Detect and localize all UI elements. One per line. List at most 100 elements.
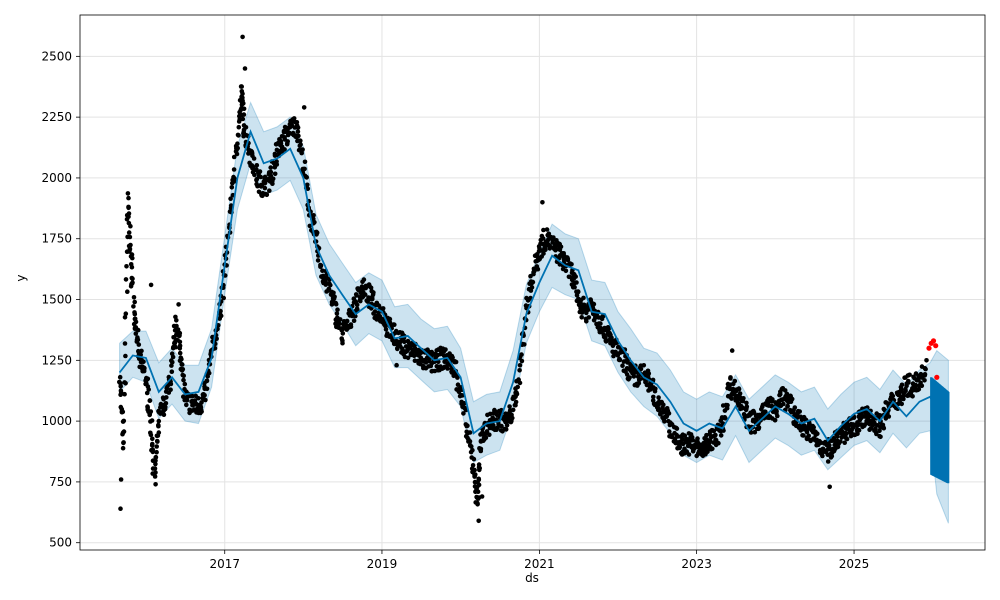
observed-point — [843, 430, 848, 436]
forecast-tail — [930, 377, 950, 484]
ticks: 2017 2019 2021 2023 2025 500 750 1000 1250 1500 17… — [41, 49, 869, 571]
observed-point — [541, 251, 546, 256]
observed-point — [874, 431, 879, 437]
y-tick-label: 2500 — [41, 49, 72, 63]
observed-point — [739, 406, 745, 411]
observed-point — [877, 413, 883, 418]
y-tick-label: 1000 — [41, 414, 72, 428]
observed-point — [737, 391, 743, 396]
observed-point — [689, 435, 695, 440]
observed-point — [170, 359, 175, 365]
observed-point — [198, 407, 204, 413]
observed-point — [252, 172, 257, 178]
forecast-tail-line — [930, 377, 950, 484]
observed-point — [402, 339, 407, 345]
observed-point — [146, 387, 151, 392]
observed-point — [775, 413, 780, 419]
x-tick-label: 2025 — [839, 557, 870, 571]
observed-point — [282, 147, 287, 152]
observed-point — [221, 295, 226, 301]
observed-point — [591, 301, 597, 307]
observed-point — [320, 273, 326, 279]
observed-point — [815, 431, 820, 437]
observed-point — [203, 397, 208, 403]
observed-point — [304, 175, 310, 180]
observed-point — [499, 423, 504, 429]
observed-point — [148, 409, 154, 414]
observed-point — [122, 315, 128, 320]
observed-point — [573, 274, 578, 279]
observed-point — [827, 484, 832, 490]
observed-point — [150, 441, 155, 447]
observed-point — [916, 387, 922, 392]
observed-point — [231, 154, 237, 160]
observed-point — [296, 133, 301, 139]
observed-point — [544, 227, 550, 232]
observed-point — [479, 494, 485, 499]
observed-point — [728, 375, 733, 380]
observed-point — [674, 426, 680, 431]
observed-point — [132, 299, 137, 305]
observed-point — [173, 314, 178, 320]
observed-point — [667, 429, 672, 434]
observed-point — [153, 461, 158, 467]
observed-point — [636, 381, 642, 386]
observed-point — [510, 407, 516, 413]
observed-point — [196, 395, 201, 401]
observed-point — [851, 415, 857, 421]
observed-point — [228, 196, 233, 201]
observed-point — [235, 141, 240, 146]
observed-point — [631, 374, 637, 379]
observed-point — [579, 315, 584, 320]
observed-point — [856, 427, 862, 433]
x-tick-label: 2017 — [209, 557, 240, 571]
observed-point — [141, 367, 147, 372]
observed-point — [241, 112, 247, 117]
y-tick-label: 2000 — [41, 171, 72, 185]
observed-point — [789, 396, 795, 402]
observed-point — [509, 412, 514, 418]
observed-point — [605, 325, 611, 330]
observed-point — [132, 311, 138, 317]
observed-point — [139, 348, 144, 354]
observed-point — [874, 423, 880, 428]
observed-point — [337, 317, 343, 322]
observed-point — [129, 252, 135, 257]
observed-point — [177, 339, 183, 345]
y-tick-label: 500 — [49, 536, 72, 550]
observed-point — [204, 386, 210, 392]
observed-point — [328, 282, 333, 288]
observed-point — [340, 340, 345, 346]
observed-point — [797, 409, 802, 414]
observed-point — [472, 467, 477, 473]
observed-point — [335, 307, 340, 313]
forecast-line — [118, 128, 950, 443]
observed-point — [825, 459, 831, 464]
observed-point — [274, 147, 280, 153]
observed-point — [334, 311, 340, 316]
observed-point — [315, 258, 321, 263]
observed-point — [231, 174, 236, 180]
observed-point — [130, 255, 135, 261]
observed-point — [646, 371, 652, 376]
observed-point — [153, 458, 158, 463]
observed-point — [899, 401, 904, 407]
observed-point — [772, 417, 778, 423]
x-tick-label: 2023 — [681, 557, 712, 571]
observed-point — [756, 425, 762, 430]
observed-point — [339, 336, 345, 341]
observed-point — [153, 482, 158, 487]
observed-point — [924, 358, 929, 363]
observed-point — [513, 399, 519, 405]
observed-point — [163, 401, 169, 406]
observed-point — [331, 296, 337, 301]
observed-point — [242, 66, 248, 71]
observed-point — [467, 439, 473, 444]
observed-point — [919, 383, 925, 389]
observed-point — [503, 427, 509, 432]
observed-point — [298, 142, 303, 147]
observed-point — [272, 171, 278, 177]
observed-point — [254, 176, 260, 182]
observed-point — [785, 403, 790, 409]
